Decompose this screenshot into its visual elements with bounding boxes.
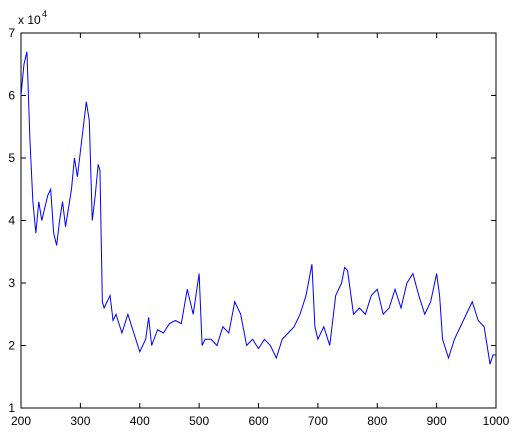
x-tick-label: 700 bbox=[308, 414, 328, 428]
y-tick-label: 4 bbox=[8, 214, 15, 228]
y-tick-label: 3 bbox=[8, 276, 15, 290]
y-multiplier: x 10 bbox=[18, 13, 41, 27]
x-tick-label: 1000 bbox=[483, 414, 510, 428]
y-tick-label: 7 bbox=[8, 26, 15, 40]
y-tick-label: 6 bbox=[8, 89, 15, 103]
y-multiplier-exponent: 4 bbox=[42, 9, 47, 19]
plot-area bbox=[20, 32, 497, 409]
x-tick-label: 400 bbox=[130, 414, 150, 428]
y-tick-label: 2 bbox=[8, 339, 15, 353]
x-tick-label: 600 bbox=[248, 414, 268, 428]
y-tick-label: 1 bbox=[8, 401, 15, 415]
x-tick-label: 300 bbox=[70, 414, 90, 428]
series-line bbox=[20, 51, 496, 365]
x-tick-label: 900 bbox=[427, 414, 447, 428]
x-tick-label: 800 bbox=[367, 414, 387, 428]
y-tick-label: 5 bbox=[8, 151, 15, 165]
x-tick-label: 200 bbox=[11, 414, 31, 428]
x-tick-label: 500 bbox=[189, 414, 209, 428]
